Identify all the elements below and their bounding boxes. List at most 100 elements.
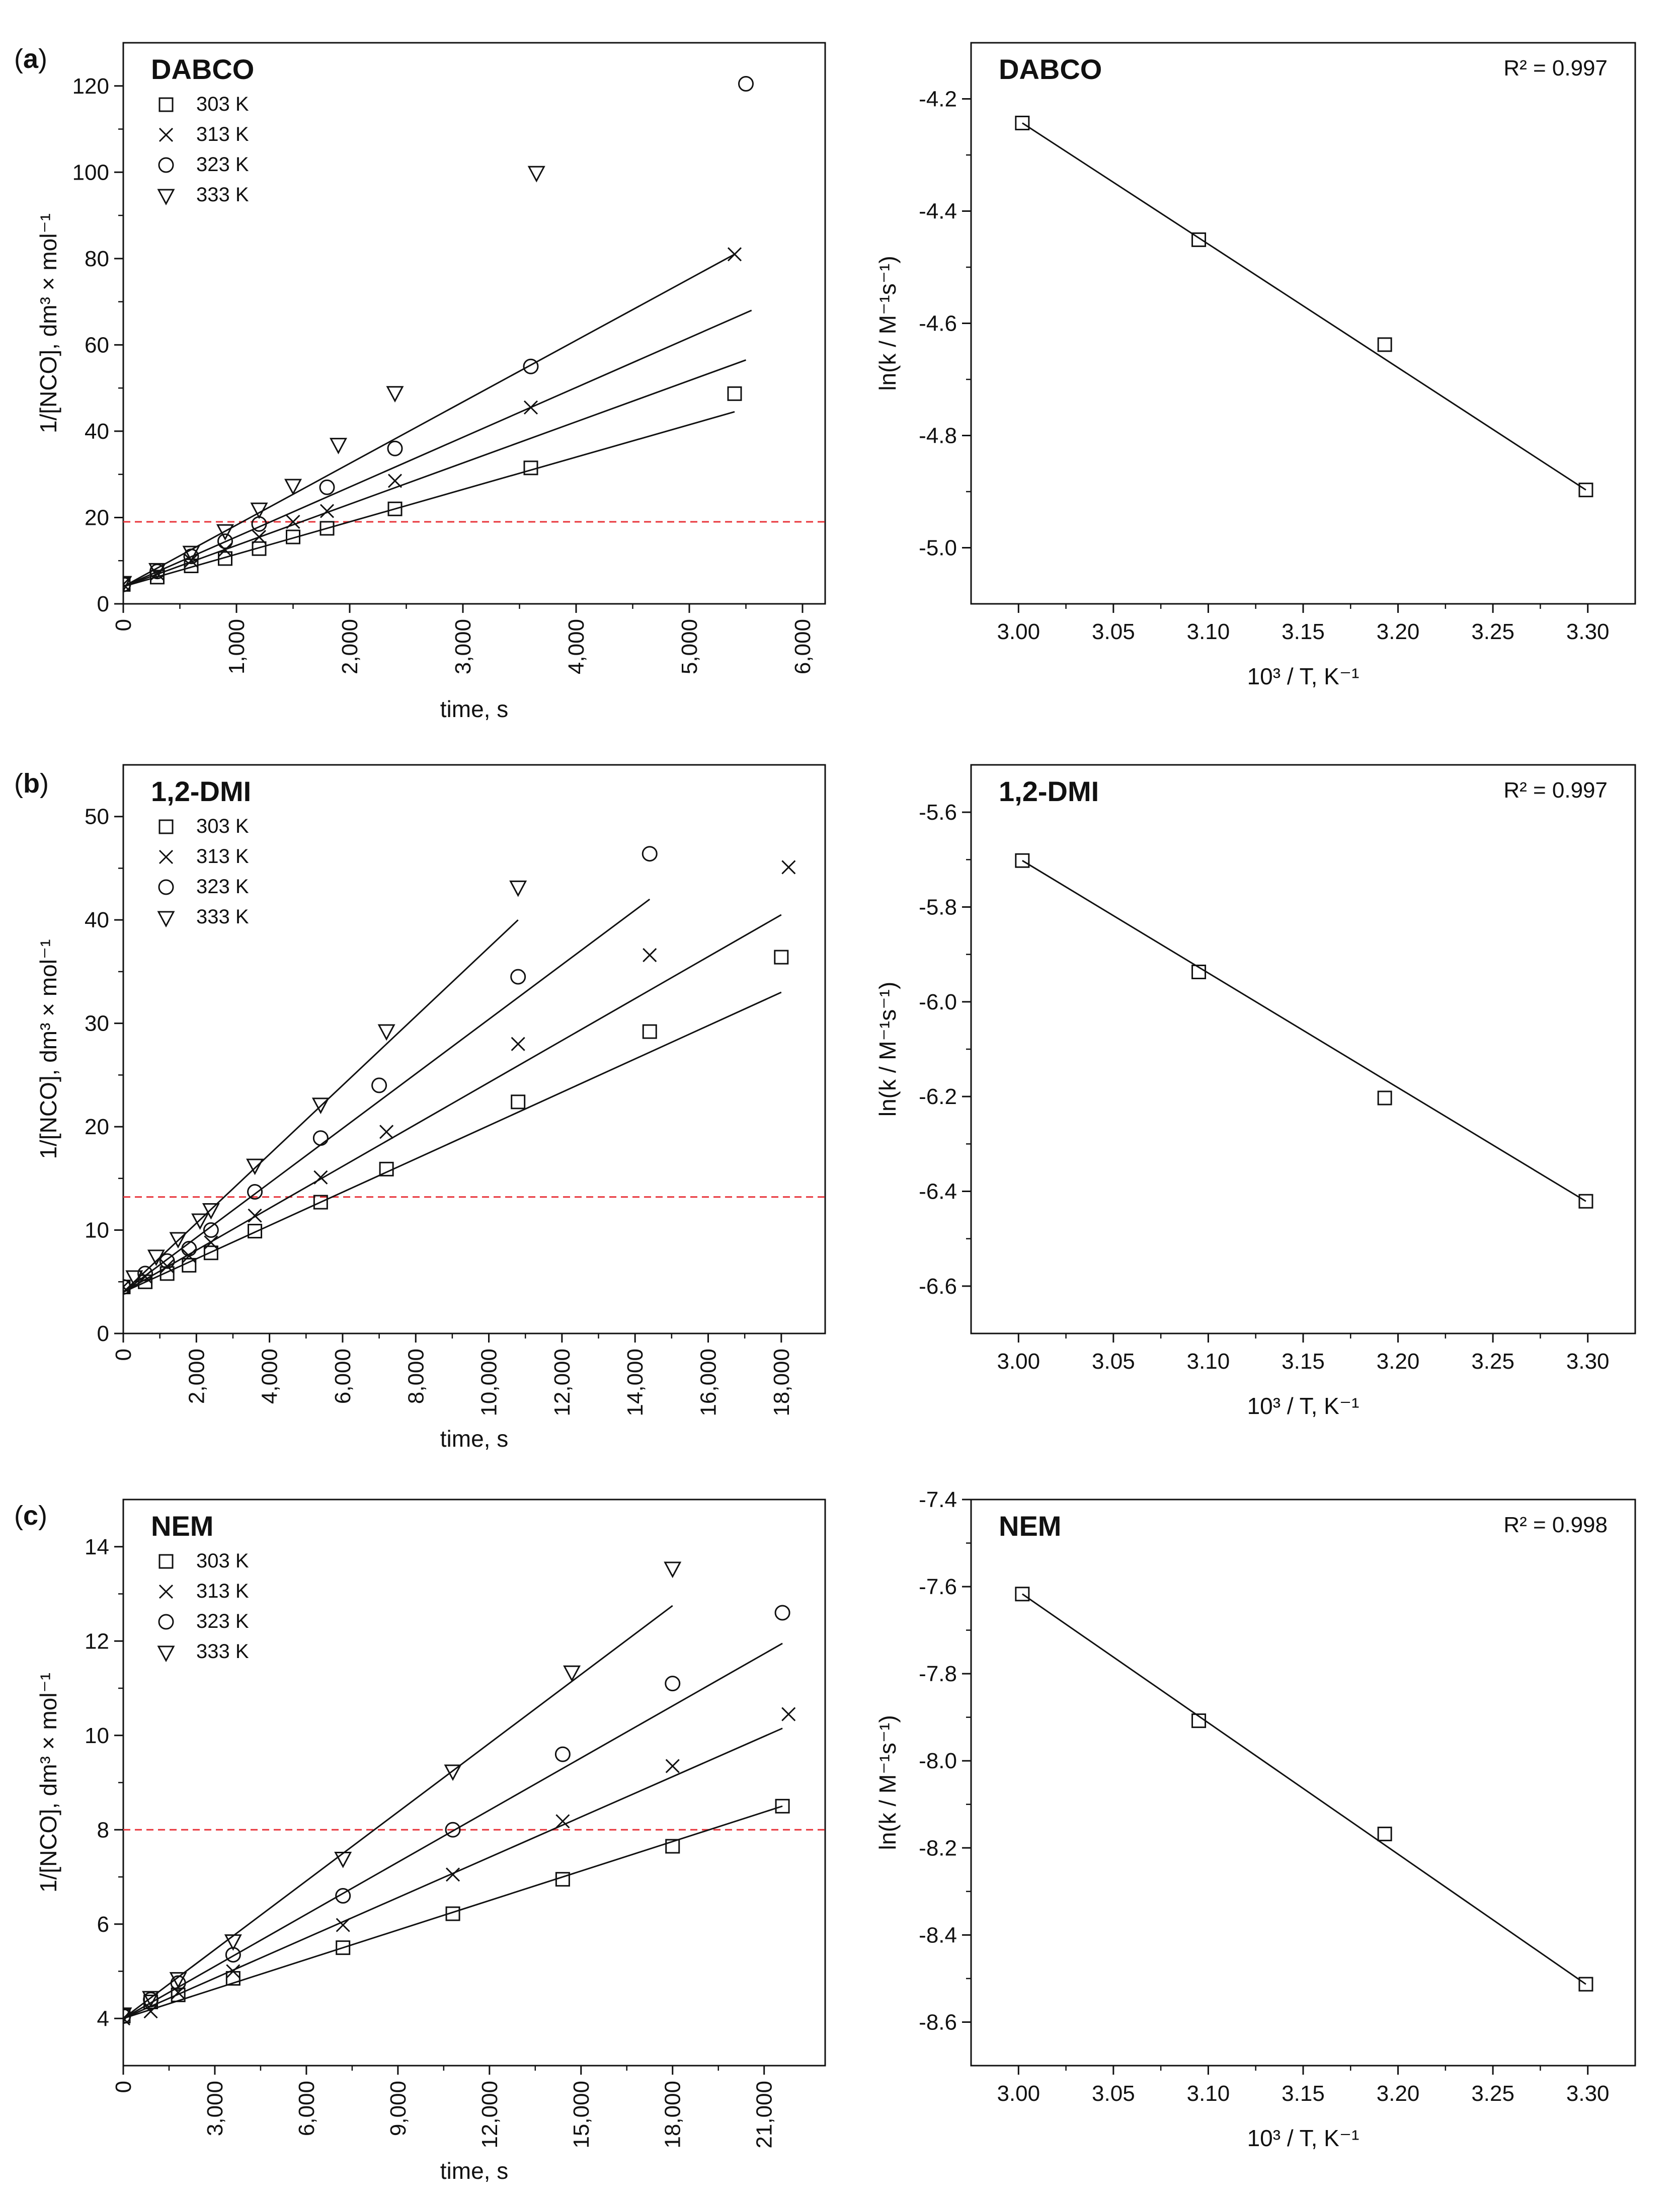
- y-tick-label: -6.4: [919, 1179, 957, 1204]
- fit-line: [123, 1805, 783, 2019]
- series-303-K: [123, 386, 742, 592]
- legend-label: 333 K: [196, 184, 249, 206]
- data-point: [123, 2008, 131, 2024]
- x-tick-label: 12,000: [477, 2081, 502, 2149]
- arrhenius-plot-c: 3.00 3.05 3.10 3.15 3.20 3.25 3.30 -8.6 -8.4 -8.2…: [874, 1487, 1636, 2151]
- y-tick-label: -6.0: [919, 990, 957, 1014]
- data-point: [665, 1676, 681, 1692]
- data-point: [123, 2007, 132, 2024]
- y-tick-label: 12: [85, 1629, 109, 1654]
- x-tick-label: 16,000: [696, 1349, 721, 1417]
- data-point: [203, 1245, 218, 1261]
- data-point: [738, 75, 754, 92]
- legend-marker: [158, 1584, 174, 1599]
- data-point: [643, 948, 657, 963]
- data-point: [509, 880, 527, 897]
- x-tick-label: 3.20: [1377, 2081, 1420, 2106]
- legend: 303 K 313 K 323 K 333 K: [157, 93, 249, 206]
- data-point: [123, 1279, 131, 1295]
- fit-line: [123, 359, 747, 588]
- x-tick-label: 2,000: [338, 619, 362, 674]
- plot-area: [123, 846, 825, 1295]
- legend-label: 323 K: [196, 1610, 249, 1632]
- data-point: [1191, 1713, 1207, 1728]
- y-tick-label: -4.6: [919, 311, 957, 336]
- data-point: [248, 1208, 262, 1223]
- fit-line: [123, 309, 752, 588]
- x-tick-label: 3.05: [1092, 619, 1135, 644]
- y-tick-label: 10: [85, 1723, 109, 1748]
- data-point: [665, 1839, 680, 1854]
- x-tick-label: 0: [111, 2081, 136, 2093]
- data-point: [252, 529, 267, 544]
- data-point: [774, 950, 789, 965]
- data-point: [774, 1605, 790, 1621]
- legend-marker: [158, 849, 174, 864]
- data-point: [379, 1161, 394, 1176]
- fit-line: [123, 411, 735, 588]
- legend-label: 303 K: [196, 815, 249, 837]
- data-point: [125, 1270, 143, 1287]
- x-tick-label: 3.15: [1282, 619, 1325, 644]
- data-point: [379, 1125, 394, 1139]
- data-point: [387, 474, 403, 488]
- data-point: [123, 576, 131, 592]
- y-tick-label: -4.4: [919, 199, 957, 224]
- x-tick-label: 0: [111, 1349, 136, 1361]
- data-point: [182, 1257, 197, 1273]
- y-tick-label: 50: [85, 805, 109, 829]
- fit-line: [1021, 1593, 1586, 1985]
- panel-letter: (c): [14, 1501, 47, 1531]
- x-tick-label: 2,000: [184, 1349, 209, 1404]
- plot-frame: [970, 764, 1636, 1334]
- y-tick-label: -6.2: [919, 1084, 957, 1109]
- data-point: [313, 1195, 328, 1210]
- data-point: [312, 1130, 329, 1146]
- data-point: [377, 1024, 395, 1041]
- fit-line: [123, 898, 651, 1293]
- data-point: [202, 1203, 220, 1220]
- data-point: [319, 479, 335, 495]
- data-point: [284, 479, 302, 496]
- data-point: [319, 504, 335, 518]
- data-point: [1015, 1587, 1030, 1602]
- x-tick-label: 3.05: [1092, 1349, 1135, 1374]
- data-point: [246, 1158, 264, 1175]
- y-tick-label: 14: [85, 1535, 109, 1559]
- data-point: [204, 1235, 218, 1250]
- data-point: [727, 386, 742, 401]
- data-point: [445, 1822, 461, 1838]
- x-tick-label: 3.30: [1566, 619, 1610, 644]
- y-tick-label: -5.6: [919, 800, 957, 825]
- kinetics-plot-a: 0 1,000 2,000 3,000 4,000 5,000 6,000 0 20 40 60 80…: [35, 42, 826, 722]
- data-point: [217, 533, 233, 549]
- legend-marker: [158, 819, 174, 834]
- y-axis-label: 1/[NCO], dm³ × mol⁻¹: [35, 1673, 61, 1893]
- data-point: [511, 1037, 525, 1051]
- x-tick-label: 3.10: [1187, 619, 1230, 644]
- data-point: [1578, 1194, 1593, 1209]
- x-tick-label: 3.25: [1471, 2081, 1514, 2106]
- data-point: [169, 1232, 187, 1249]
- data-point: [1015, 115, 1030, 130]
- x-tick-label: 1,000: [224, 619, 249, 674]
- y-tick-label: -4.2: [919, 87, 957, 112]
- y-tick-label: -4.8: [919, 424, 957, 448]
- plot-area: [1015, 1587, 1593, 1992]
- x-tick-label: 6,000: [294, 2081, 319, 2136]
- y-tick-label: -8.0: [919, 1749, 957, 1773]
- fit-line: [123, 1642, 783, 2019]
- y-tick-label: 120: [72, 74, 109, 99]
- data-point: [523, 358, 539, 374]
- data-point: [216, 524, 234, 541]
- plot-frame: [970, 42, 1636, 605]
- data-point: [386, 386, 404, 403]
- panel-title: DABCO: [151, 53, 254, 85]
- data-point: [148, 563, 167, 580]
- data-point: [218, 551, 232, 566]
- legend-marker: [158, 97, 174, 112]
- legend-label: 333 K: [196, 906, 249, 928]
- y-tick-label: -7.6: [919, 1575, 957, 1599]
- data-point: [137, 1266, 153, 1282]
- x-tick-label: 4,000: [564, 619, 589, 674]
